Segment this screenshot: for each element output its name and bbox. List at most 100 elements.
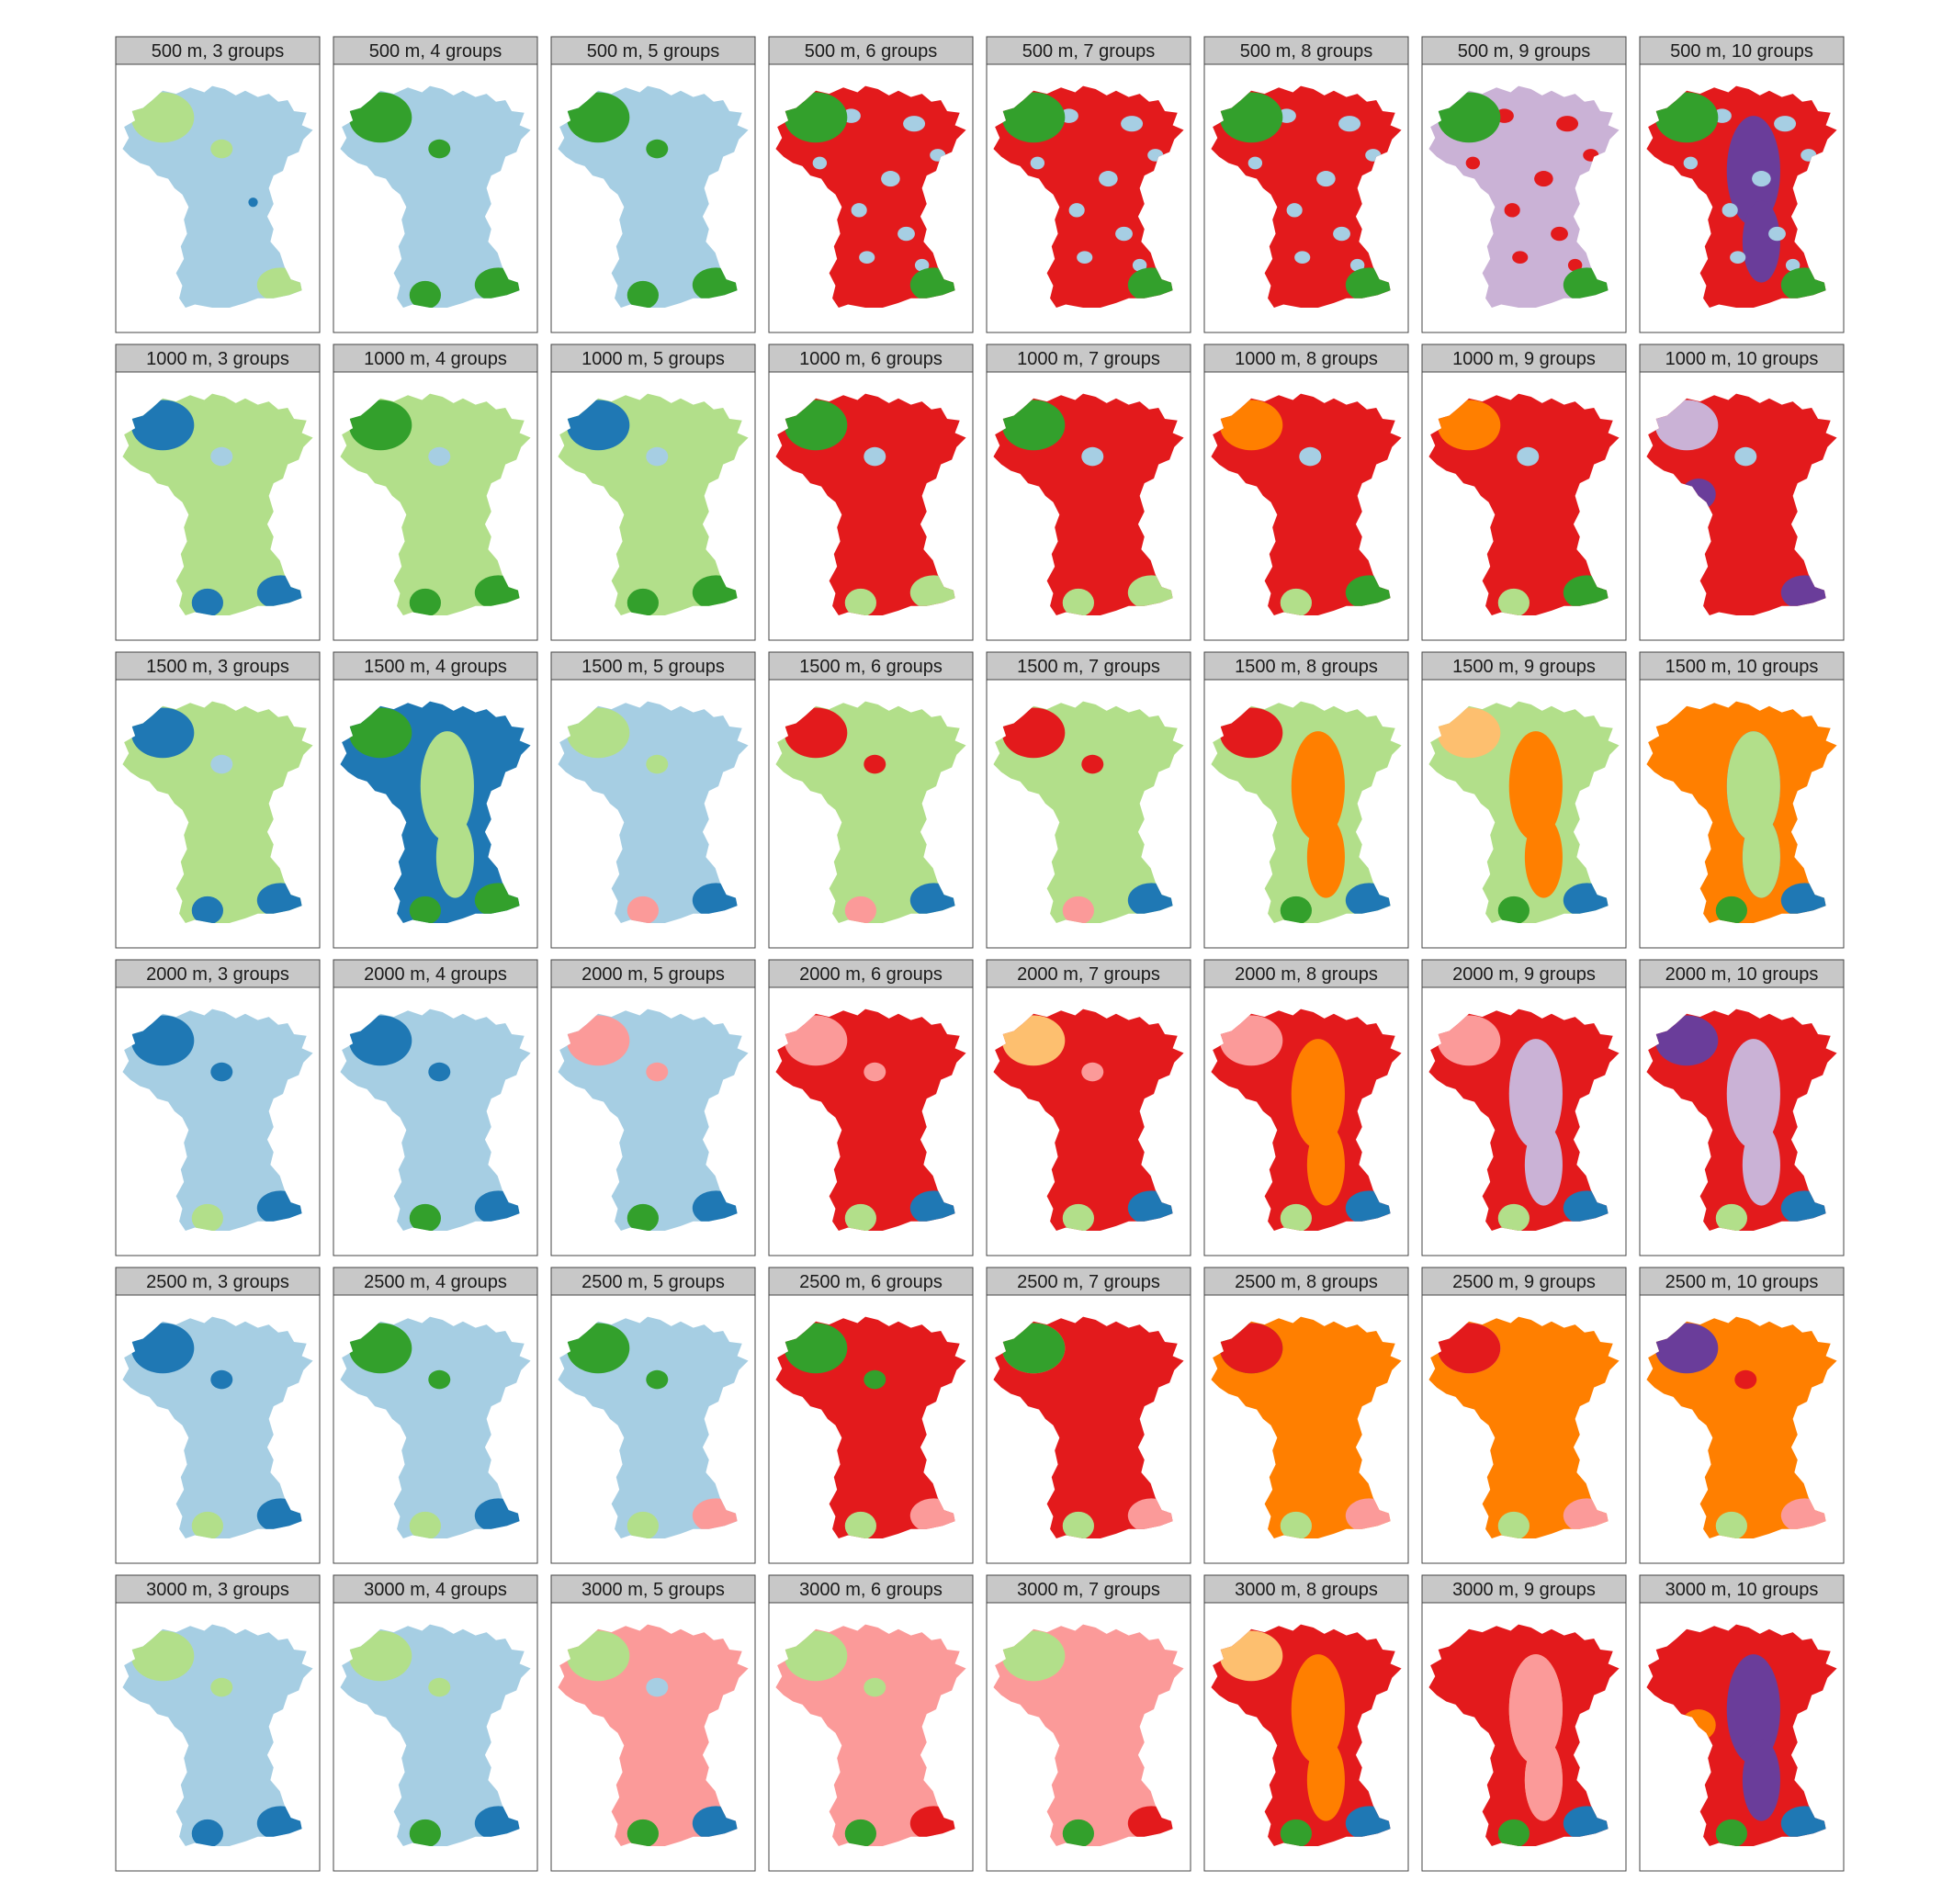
facet-panel: 1000 m, 10 groups <box>1639 344 1845 641</box>
facet-panel: 500 m, 7 groups <box>986 36 1191 333</box>
facet-panel: 1000 m, 8 groups <box>1203 344 1409 641</box>
cluster-patch <box>1508 1654 1563 1764</box>
facet-strip <box>768 344 974 373</box>
region-map <box>1428 1008 1620 1231</box>
region-map <box>1646 1008 1837 1231</box>
cluster-patch <box>646 446 669 467</box>
cluster-patch <box>1280 1203 1312 1231</box>
cluster-patch <box>1280 896 1312 923</box>
region-map <box>558 1316 749 1538</box>
cluster-patch <box>1654 1323 1719 1374</box>
facet-strip-label: 500 m, 4 groups <box>369 41 502 62</box>
cluster-patch <box>1081 446 1104 467</box>
facet-panel: 2500 m, 10 groups <box>1639 1267 1845 1564</box>
facet-strip-label: 2500 m, 8 groups <box>1235 1272 1378 1292</box>
cluster-patch <box>409 896 441 923</box>
cluster-patch <box>191 1511 223 1538</box>
facet-strip <box>986 959 1191 988</box>
facet-strip-label: 3000 m, 4 groups <box>364 1580 507 1600</box>
facet-strip <box>115 1574 321 1604</box>
cluster-patch <box>1219 92 1283 143</box>
cluster-patch <box>1497 588 1530 615</box>
cluster-patch <box>210 1677 233 1697</box>
facet-strip-label: 1000 m, 7 groups <box>1017 349 1160 369</box>
cluster-patch <box>1715 896 1747 923</box>
facet-strip <box>550 344 756 373</box>
cluster-patch <box>1524 1739 1563 1821</box>
facet-panel: 1000 m, 6 groups <box>768 344 974 641</box>
cluster-patch <box>1219 400 1283 451</box>
facet-strip-label: 2500 m, 3 groups <box>146 1272 289 1292</box>
cluster-patch <box>348 1015 412 1066</box>
facet-strip <box>115 344 321 373</box>
facet-strip-label: 1000 m, 4 groups <box>364 349 507 369</box>
cluster-patch <box>864 754 886 774</box>
facet-panel: 2000 m, 8 groups <box>1203 959 1409 1256</box>
cluster-patch <box>627 1819 659 1846</box>
cluster-patch <box>1001 92 1066 143</box>
facet-strip <box>333 344 538 373</box>
cluster-patch <box>1726 731 1780 841</box>
cluster-patch <box>191 1203 223 1231</box>
facet-strip <box>768 36 974 65</box>
cluster-patch <box>844 1203 876 1231</box>
cluster-patch <box>1299 446 1322 467</box>
cluster-patch <box>1742 1739 1780 1821</box>
facet-panel: 500 m, 3 groups <box>115 36 321 333</box>
cluster-patch <box>1247 156 1263 170</box>
facet-panel: 1000 m, 4 groups <box>333 344 538 641</box>
panels-layer: 500 m, 3 groups 500 m, 4 groups 500 m, 5 g… <box>115 36 1845 1872</box>
cluster-patch <box>864 1062 886 1082</box>
cluster-patch <box>210 1062 233 1082</box>
cluster-patch <box>191 1819 223 1846</box>
cluster-patch <box>784 1015 848 1066</box>
facet-strip-label: 2500 m, 7 groups <box>1017 1272 1160 1292</box>
cluster-patch <box>210 1369 233 1390</box>
cluster-patch <box>1030 156 1045 170</box>
cluster-patch <box>784 1323 848 1374</box>
facet-panel: 2500 m, 7 groups <box>986 1267 1191 1564</box>
cluster-patch <box>1437 1323 1501 1374</box>
facet-panel: 2500 m, 3 groups <box>115 1267 321 1564</box>
facet-strip <box>115 959 321 988</box>
cluster-patch <box>1132 258 1147 272</box>
cluster-patch <box>428 1677 451 1697</box>
cluster-patch <box>1715 1203 1747 1231</box>
facet-panel: 2500 m, 5 groups <box>550 1267 756 1564</box>
cluster-patch <box>914 258 930 272</box>
cluster-patch <box>1508 1039 1563 1149</box>
cluster-patch <box>1437 400 1501 451</box>
cluster-patch <box>1742 200 1780 283</box>
region-map <box>1428 1316 1620 1538</box>
facet-strip-label: 1500 m, 5 groups <box>581 657 725 677</box>
cluster-patch <box>784 400 848 451</box>
cluster-patch <box>1291 1654 1345 1764</box>
facet-strip-label: 2500 m, 5 groups <box>581 1272 725 1292</box>
region-map <box>558 701 749 923</box>
cluster-patch <box>191 588 223 615</box>
cluster-patch <box>428 1369 451 1390</box>
cluster-patch <box>1121 116 1144 132</box>
cluster-patch <box>1280 1511 1312 1538</box>
cluster-patch <box>1437 1015 1501 1066</box>
region-map <box>122 85 313 308</box>
cluster-patch <box>348 707 412 759</box>
facet-panel: 3000 m, 3 groups <box>115 1574 321 1872</box>
facet-strip-label: 500 m, 7 groups <box>1022 41 1156 62</box>
cluster-patch <box>646 1369 669 1390</box>
facet-strip-label: 3000 m, 6 groups <box>799 1580 943 1600</box>
facet-panel: 500 m, 5 groups <box>550 36 756 333</box>
facet-panel: 3000 m, 8 groups <box>1203 1574 1409 1872</box>
cluster-patch <box>627 1511 659 1538</box>
cluster-patch <box>1349 258 1365 272</box>
facet-strip-label: 1500 m, 6 groups <box>799 657 943 677</box>
region-map <box>558 393 749 615</box>
cluster-patch <box>248 197 258 208</box>
cluster-patch <box>191 896 223 923</box>
cluster-patch <box>1062 588 1094 615</box>
region-map <box>775 1624 966 1846</box>
region-map <box>1646 85 1837 308</box>
facet-panel: 2500 m, 8 groups <box>1203 1267 1409 1564</box>
facet-strip <box>986 1267 1191 1296</box>
